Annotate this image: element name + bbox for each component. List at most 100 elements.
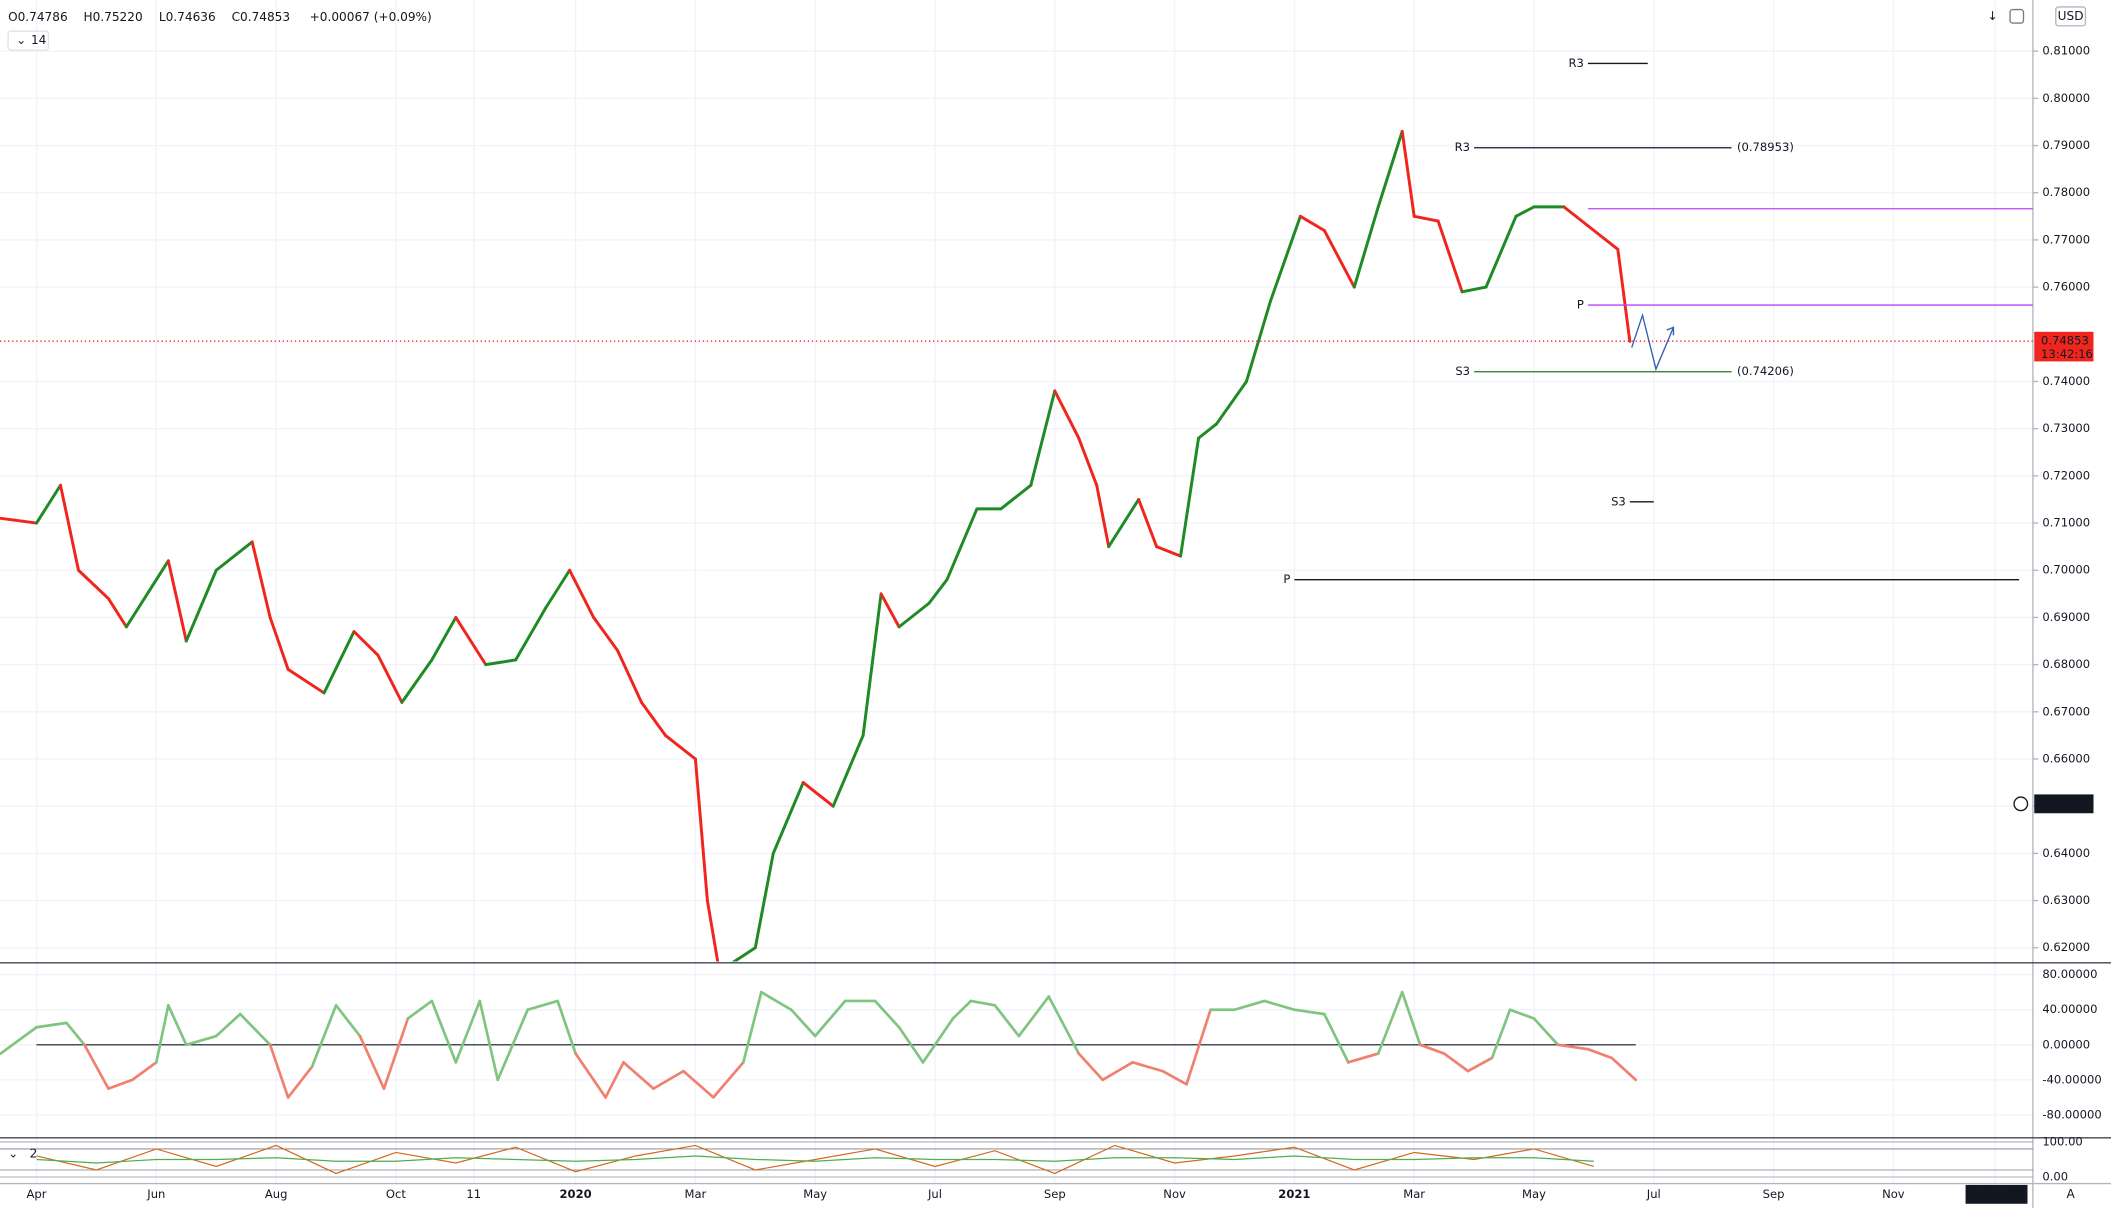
- oscillator-segment: [604, 1060, 625, 1099]
- oscillator-segment: [652, 1069, 685, 1090]
- x-tick-label: May: [803, 1187, 827, 1201]
- oscillator-segment: [268, 1043, 290, 1099]
- candle-segment: [35, 483, 62, 525]
- candle-segment: [106, 597, 128, 629]
- x-tick-label: 2021: [1278, 1187, 1310, 1201]
- candle-segment: [879, 592, 901, 629]
- ohlc-close: C0.74853: [232, 10, 291, 24]
- y-tick-label: 0.69000: [2042, 610, 2090, 624]
- y-tick-label: 0.80000: [2042, 91, 2090, 105]
- candle-segment: [166, 559, 188, 643]
- candle-segment: [1400, 129, 1416, 218]
- axes: Apr Jun Aug Oct 11 2020 Mar May Jul Sep Nov 2021 Mar…: [27, 44, 2102, 1204]
- y-tick-label: 0.78000: [2042, 185, 2090, 199]
- oscillator-segment: [1322, 1012, 1350, 1064]
- candle-segment: [1322, 228, 1356, 289]
- y-tick-label: 80.00000: [2042, 967, 2097, 981]
- y-tick-label: 0.73000: [2042, 421, 2090, 435]
- auto-scale[interactable]: A: [2066, 1187, 2075, 1201]
- y-tick-label: 0.00000: [2042, 1037, 2090, 1051]
- y-tick-label: 0.72000: [2042, 468, 2090, 482]
- candle-segment: [1268, 214, 1302, 303]
- last-price-label: 0.74853: [2041, 334, 2089, 348]
- oscillator-segment: [358, 1034, 386, 1090]
- oscillator-segment: [1466, 1056, 1494, 1073]
- oscillator-segment: [107, 1078, 134, 1090]
- oscillator-segment: [951, 999, 973, 1020]
- candle-segment: [753, 851, 775, 950]
- x-tick-label: Jul: [927, 1187, 942, 1201]
- y-tick-label: 0.00: [2042, 1169, 2068, 1183]
- candle-segment: [927, 578, 949, 605]
- candle-segment: [731, 946, 757, 962]
- oscillator-segment: [1442, 1052, 1470, 1073]
- candle-segment: [400, 658, 434, 704]
- oscillator-segment: [478, 999, 500, 1082]
- y-tick-label: 0.64000: [2042, 846, 2090, 860]
- candle-segment: [1179, 436, 1201, 558]
- y-tick-label: -80.00000: [2042, 1107, 2101, 1121]
- candle-segment: [59, 483, 80, 572]
- oscillator-segment: [1610, 1056, 1638, 1082]
- refresh-icon[interactable]: [2009, 8, 2025, 24]
- oscillator-segment: [1532, 1017, 1560, 1047]
- pivot-value-label: (0.74206): [1737, 364, 1794, 378]
- candle-segment: [286, 667, 326, 695]
- oscillator-segment: [682, 1069, 715, 1099]
- indicator-chip[interactable]: [7, 30, 50, 51]
- x-tick-label: Nov: [1163, 1187, 1186, 1201]
- oscillator-segment: [184, 1034, 218, 1047]
- candle-segment: [1436, 219, 1464, 294]
- pivot-label: R3: [1455, 140, 1470, 154]
- candle-segment: [322, 630, 356, 695]
- candle-segment: [1107, 497, 1141, 549]
- oscillator-segment: [310, 1003, 338, 1069]
- candle-segment: [0, 516, 39, 525]
- download-icon[interactable]: ↓: [1987, 9, 1997, 23]
- candle-segment: [544, 568, 572, 610]
- x-tick-label: Mar: [684, 1187, 706, 1201]
- x-tick-label: Nov: [1882, 1187, 1905, 1201]
- candle-segment: [484, 658, 518, 667]
- y-tick-label: -40.00000: [2042, 1072, 2101, 1086]
- y-tick-label: 100.00: [2042, 1134, 2082, 1148]
- candle-segment: [771, 781, 805, 855]
- candle-segment: [1215, 379, 1248, 426]
- candle-segment: [1244, 299, 1272, 383]
- oscillator-segment: [969, 999, 997, 1007]
- arrow-head: [1666, 326, 1675, 336]
- grid: [0, 0, 2033, 1184]
- oscillator-segment: [1508, 1008, 1536, 1020]
- indicator-toggle[interactable]: ⌄: [8, 1146, 18, 1160]
- candle-segment: [1077, 436, 1099, 487]
- candle-segment: [124, 578, 158, 629]
- candle-segment: [514, 606, 548, 662]
- oscillator-segment: [1293, 1008, 1326, 1016]
- oscillator-segment: [1101, 1060, 1135, 1082]
- pivot-value-label: (0.78953): [1737, 140, 1794, 154]
- oscillator-segment: [214, 1012, 242, 1038]
- time-marker-box: [1965, 1184, 2028, 1204]
- candle-segment: [376, 653, 404, 704]
- candle-segment: [454, 615, 488, 667]
- indicator-toggle[interactable]: ⌄: [16, 33, 26, 47]
- oscillator-segment: [1346, 1052, 1380, 1064]
- y-tick-label: 0.63000: [2042, 893, 2090, 907]
- ohlc-open: O0.74786: [8, 10, 68, 24]
- oscillator-segment: [154, 1003, 170, 1064]
- ohlc-low: L0.74636: [159, 10, 216, 24]
- x-tick-label: 2020: [560, 1187, 592, 1201]
- oscillator-segment: [873, 999, 901, 1029]
- projection-arrow: [1631, 312, 1675, 372]
- oscillator-segment: [406, 999, 434, 1020]
- candle-segment: [1137, 497, 1159, 549]
- y-tick-label: 0.68000: [2042, 657, 2090, 671]
- oscillator-segment: [993, 1003, 1021, 1038]
- currency-box[interactable]: [2055, 6, 2087, 27]
- indicator-panes: [0, 990, 2033, 1178]
- oscillator-segment: [813, 999, 847, 1038]
- oscillator-segment: [430, 999, 458, 1064]
- currency: USD: [2058, 9, 2084, 23]
- y-tick-label: 0.76000: [2042, 280, 2090, 294]
- x-tick-label: Sep: [1044, 1187, 1066, 1201]
